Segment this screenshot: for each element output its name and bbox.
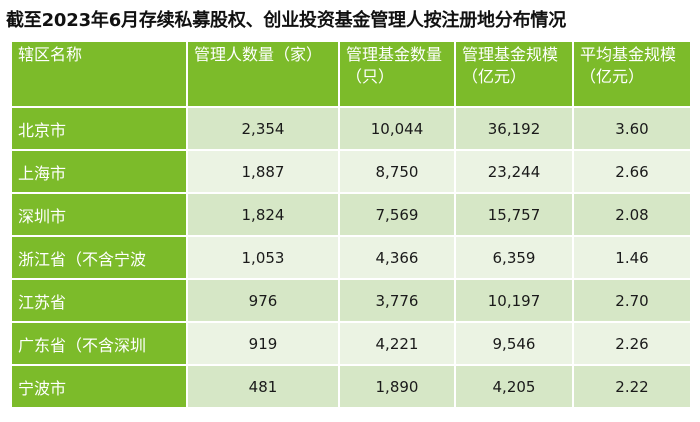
average-scale-cell: 2.22	[572, 364, 692, 409]
fund-scale-cell: 36,192	[454, 106, 574, 151]
region-cell: 广东省（不含深圳	[10, 321, 188, 366]
fund-scale-cell: 15,757	[454, 192, 574, 237]
region-cell: 宁波市	[10, 364, 188, 409]
table-row: 宁波市 481 1,890 4,205 2.22	[10, 364, 692, 409]
average-scale-cell: 2.08	[572, 192, 692, 237]
manager-count-cell: 481	[186, 364, 340, 409]
average-scale-cell: 2.66	[572, 149, 692, 194]
fund-count-cell: 4,366	[338, 235, 456, 280]
table-row: 北京市 2,354 10,044 36,192 3.60	[10, 106, 692, 151]
average-scale-cell: 2.26	[572, 321, 692, 366]
region-cell: 深圳市	[10, 192, 188, 237]
header-fund-count: 管理基金数量（只）	[338, 40, 456, 108]
region-cell: 北京市	[10, 106, 188, 151]
fund-scale-cell: 4,205	[454, 364, 574, 409]
fund-scale-cell: 9,546	[454, 321, 574, 366]
average-scale-cell: 3.60	[572, 106, 692, 151]
table-row: 深圳市 1,824 7,569 15,757 2.08	[10, 192, 692, 237]
fund-count-cell: 10,044	[338, 106, 456, 151]
table-row: 广东省（不含深圳 919 4,221 9,546 2.26	[10, 321, 692, 366]
header-manager-count: 管理人数量（家）	[186, 40, 340, 108]
average-scale-cell: 2.70	[572, 278, 692, 323]
fund-scale-cell: 6,359	[454, 235, 574, 280]
region-cell: 上海市	[10, 149, 188, 194]
fund-count-cell: 1,890	[338, 364, 456, 409]
manager-count-cell: 1,887	[186, 149, 340, 194]
page-title: 截至2023年6月存续私募股权、创业投资基金管理人按注册地分布情况	[6, 10, 567, 31]
header-average-scale: 平均基金规模（亿元）	[572, 40, 692, 108]
manager-count-cell: 1,053	[186, 235, 340, 280]
header-fund-scale: 管理基金规模（亿元）	[454, 40, 574, 108]
manager-count-cell: 2,354	[186, 106, 340, 151]
average-scale-cell: 1.46	[572, 235, 692, 280]
table-row: 上海市 1,887 8,750 23,244 2.66	[10, 149, 692, 194]
manager-count-cell: 919	[186, 321, 340, 366]
table-row: 浙江省（不含宁波 1,053 4,366 6,359 1.46	[10, 235, 692, 280]
fund-scale-cell: 23,244	[454, 149, 574, 194]
table-row: 江苏省 976 3,776 10,197 2.70	[10, 278, 692, 323]
manager-count-cell: 1,824	[186, 192, 340, 237]
header-region: 辖区名称	[10, 40, 188, 108]
manager-count-cell: 976	[186, 278, 340, 323]
fund-count-cell: 3,776	[338, 278, 456, 323]
table-header-row: 辖区名称 管理人数量（家） 管理基金数量（只） 管理基金规模（亿元） 平均基金规…	[10, 40, 692, 108]
region-cell: 江苏省	[10, 278, 188, 323]
fund-count-cell: 4,221	[338, 321, 456, 366]
fund-count-cell: 7,569	[338, 192, 456, 237]
fund-scale-cell: 10,197	[454, 278, 574, 323]
fund-count-cell: 8,750	[338, 149, 456, 194]
region-cell: 浙江省（不含宁波	[10, 235, 188, 280]
distribution-table: 辖区名称 管理人数量（家） 管理基金数量（只） 管理基金规模（亿元） 平均基金规…	[10, 40, 692, 409]
